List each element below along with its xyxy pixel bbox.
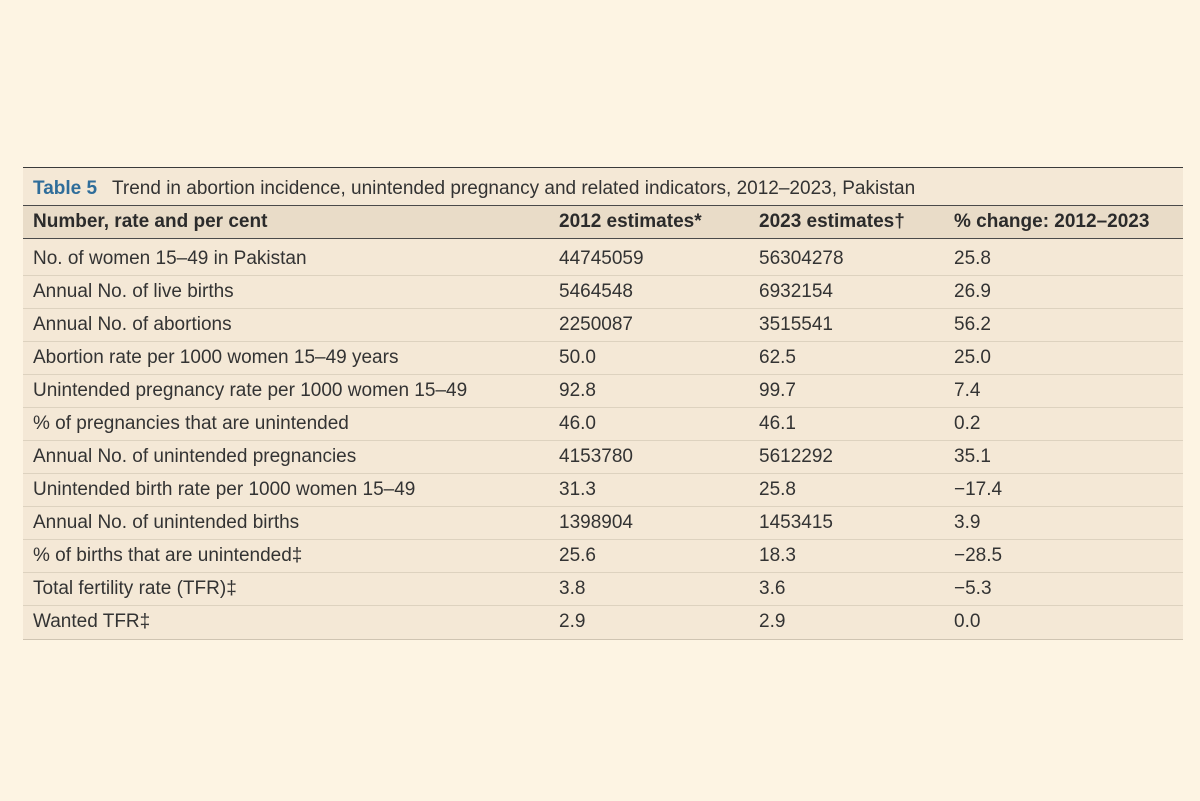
table-row: Annual No. of unintended births 1398904 14…: [23, 507, 1183, 540]
change-cell: −17.4: [954, 479, 1003, 500]
table-row: Abortion rate per 1000 women 15–49 years…: [23, 342, 1183, 375]
indicator-cell: Annual No. of live births: [33, 281, 234, 302]
value-2012-cell: 46.0: [559, 413, 596, 434]
table-row: Annual No. of abortions 2250087 3515541 56.…: [23, 309, 1183, 342]
value-2023-cell: 2.9: [759, 611, 786, 632]
value-2023-cell: 25.8: [759, 479, 796, 500]
table-body: No. of women 15–49 in Pakistan 44745059 56…: [23, 243, 1183, 636]
value-2012-cell: 4153780: [559, 446, 633, 467]
value-2012-cell: 50.0: [559, 347, 596, 368]
table-label: Table 5: [33, 178, 98, 199]
value-2023-cell: 46.1: [759, 413, 796, 434]
table-title: Trend in abortion incidence, unintended …: [112, 178, 916, 199]
value-2012-cell: 2.9: [559, 611, 586, 632]
value-2023-cell: 6932154: [759, 281, 833, 302]
indicator-cell: Wanted TFR‡: [33, 611, 151, 632]
value-2012-cell: 1398904: [559, 512, 633, 533]
table-row: % of births that are unintended‡ 25.6 18.3…: [23, 540, 1183, 573]
indicator-cell: Unintended pregnancy rate per 1000 women…: [33, 380, 468, 401]
value-2012-cell: 92.8: [559, 380, 596, 401]
change-cell: 0.2: [954, 413, 981, 434]
indicator-cell: % of pregnancies that are unintended: [33, 413, 349, 434]
value-2023-cell: 56304278: [759, 248, 844, 269]
change-cell: 26.9: [954, 281, 991, 302]
table-row: Annual No. of unintended pregnancies 4153…: [23, 441, 1183, 474]
indicator-cell: Total fertility rate (TFR)‡: [33, 578, 237, 599]
column-header-2012: 2012 estimates*: [559, 211, 702, 232]
value-2023-cell: 3515541: [759, 314, 833, 335]
indicator-cell: % of births that are unintended‡: [33, 545, 303, 566]
value-2023-cell: 18.3: [759, 545, 796, 566]
indicator-cell: Annual No. of abortions: [33, 314, 232, 335]
change-cell: −5.3: [954, 578, 992, 599]
value-2012-cell: 44745059: [559, 248, 644, 269]
value-2023-cell: 3.6: [759, 578, 786, 599]
change-cell: 25.8: [954, 248, 991, 269]
value-2023-cell: 5612292: [759, 446, 833, 467]
value-2012-cell: 2250087: [559, 314, 633, 335]
change-cell: 56.2: [954, 314, 991, 335]
value-2012-cell: 3.8: [559, 578, 586, 599]
change-cell: −28.5: [954, 545, 1003, 566]
value-2012-cell: 5464548: [559, 281, 633, 302]
table-row: % of pregnancies that are unintended 46.0…: [23, 408, 1183, 441]
indicator-cell: Annual No. of unintended births: [33, 512, 300, 533]
change-cell: 7.4: [954, 380, 981, 401]
value-2023-cell: 62.5: [759, 347, 796, 368]
value-2023-cell: 99.7: [759, 380, 796, 401]
change-cell: 0.0: [954, 611, 981, 632]
change-cell: 3.9: [954, 512, 981, 533]
table-row: Total fertility rate (TFR)‡ 3.8 3.6 −5.3: [23, 573, 1183, 606]
indicator-cell: Unintended birth rate per 1000 women 15–…: [33, 479, 416, 500]
indicator-cell: Annual No. of unintended pregnancies: [33, 446, 357, 467]
column-header-change: % change: 2012–2023: [954, 211, 1150, 232]
value-2012-cell: 25.6: [559, 545, 596, 566]
data-table: Table 5 Trend in abortion incidence, uni…: [23, 167, 1183, 640]
table-row: No. of women 15–49 in Pakistan 44745059 56…: [23, 243, 1183, 276]
change-cell: 25.0: [954, 347, 991, 368]
indicator-cell: Abortion rate per 1000 women 15–49 years: [33, 347, 399, 368]
column-header-indicator: Number, rate and per cent: [33, 211, 268, 232]
column-header-2023: 2023 estimates†: [759, 211, 905, 232]
table-row: Unintended birth rate per 1000 women 15–…: [23, 474, 1183, 507]
table-row: Annual No. of live births 5464548 6932154 2…: [23, 276, 1183, 309]
indicator-cell: No. of women 15–49 in Pakistan: [33, 248, 307, 269]
table-row: Unintended pregnancy rate per 1000 women…: [23, 375, 1183, 408]
value-2012-cell: 31.3: [559, 479, 596, 500]
table-row: Wanted TFR‡ 2.9 2.9 0.0: [23, 606, 1183, 636]
table-caption: Table 5 Trend in abortion incidence, uni…: [33, 178, 915, 200]
change-cell: 35.1: [954, 446, 991, 467]
table-header-row: Number, rate and per cent 2012 estimates…: [23, 205, 1183, 239]
value-2023-cell: 1453415: [759, 512, 833, 533]
